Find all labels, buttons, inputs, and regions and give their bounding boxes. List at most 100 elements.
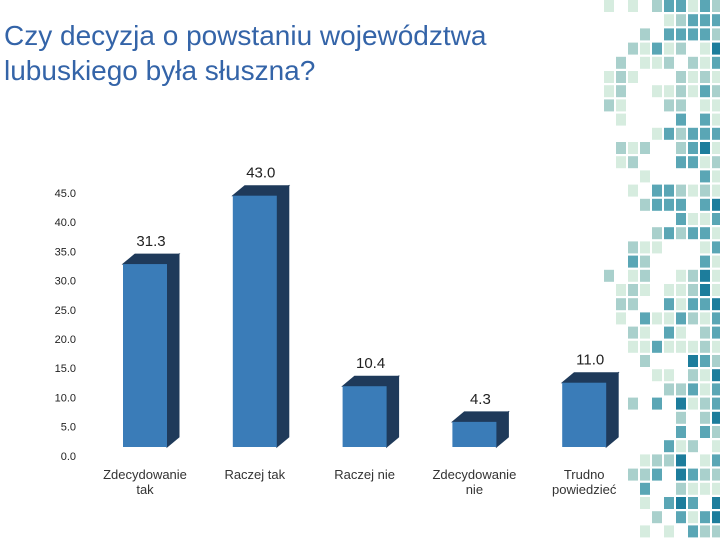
y-tick-label: 0.0 [61, 451, 76, 463]
mosaic-tile [628, 298, 638, 311]
mosaic-tile [640, 170, 650, 183]
mosaic-tile [664, 198, 674, 211]
mosaic-tile [664, 56, 674, 69]
mosaic-tile [712, 42, 720, 55]
mosaic-tile [652, 511, 662, 524]
mosaic-tile [700, 326, 710, 339]
mosaic-tile [712, 142, 720, 154]
mosaic-tile [700, 213, 710, 225]
mosaic-tile [688, 497, 698, 509]
mosaic-tile [700, 227, 710, 240]
mosaic-tile [712, 326, 720, 339]
mosaic-tile [700, 156, 710, 169]
mosaic-tile [688, 213, 698, 225]
x-tick-label: Raczej tak [224, 467, 286, 482]
y-tick-label: 30.0 [55, 276, 76, 288]
mosaic-tile [676, 340, 686, 353]
mosaic-tile [688, 142, 698, 154]
y-tick-label: 15.0 [55, 363, 76, 375]
mosaic-tile [640, 497, 650, 509]
x-label-box: Zdecydowanie tak [103, 467, 187, 497]
mosaic-tile [712, 127, 720, 140]
mosaic-tile [700, 482, 710, 495]
mosaic-tile [688, 482, 698, 495]
mosaic-tile [676, 497, 686, 509]
mosaic-tile [700, 525, 710, 538]
mosaic-tile [652, 241, 662, 254]
mosaic-tile [712, 454, 720, 467]
mosaic-tile [700, 99, 710, 112]
mosaic-tile [628, 284, 638, 296]
mosaic-tile [664, 298, 674, 311]
mosaic-tile [664, 369, 674, 382]
x-label-box: Zdecydowanie nie [432, 467, 517, 497]
mosaic-tile [712, 14, 720, 27]
mosaic-tile [628, 142, 638, 154]
mosaic-tile [688, 397, 698, 410]
mosaic-tile [712, 284, 720, 296]
mosaic-tile [712, 255, 720, 268]
mosaic-tile [700, 241, 710, 254]
bar [232, 195, 277, 447]
y-tick-label: 25.0 [55, 305, 76, 317]
mosaic-tile [640, 454, 650, 467]
mosaic-tile [712, 312, 720, 325]
mosaic-tile [652, 468, 662, 481]
mosaic-tile [640, 56, 650, 69]
mosaic-tile [664, 99, 674, 112]
x-label-box: Raczej tak [224, 467, 286, 482]
mosaic-tile [688, 269, 698, 282]
mosaic-tile [652, 42, 662, 55]
mosaic-tile [712, 227, 720, 240]
mosaic-tile [700, 269, 710, 282]
mosaic-tile [676, 184, 686, 197]
mosaic-tile [616, 312, 626, 325]
x-tick-label: Raczej nie [334, 467, 395, 482]
mosaic-tile [628, 326, 638, 339]
mosaic-tile [664, 340, 674, 353]
mosaic-tile [628, 71, 638, 83]
mosaic-tile [712, 184, 720, 197]
mosaic-tile [700, 14, 710, 27]
mosaic-tile [688, 0, 698, 12]
mosaic-tile [664, 284, 674, 296]
bar-side [605, 371, 619, 449]
mosaic-tile [676, 113, 686, 126]
bar [342, 386, 387, 447]
mosaic-tile [688, 28, 698, 41]
y-tick-label: 20.0 [55, 334, 76, 346]
mosaic-tile [664, 440, 674, 453]
mosaic-tile [712, 269, 720, 282]
mosaic-tile [700, 0, 710, 12]
mosaic-tile [676, 85, 686, 98]
mosaic-tile [628, 42, 638, 55]
mosaic-tile [640, 284, 650, 296]
mosaic-tile [628, 241, 638, 254]
mosaic-tile [640, 468, 650, 481]
mosaic-tile [712, 482, 720, 495]
mosaic-tile [640, 525, 650, 538]
value-label: 10.4 [356, 355, 385, 372]
mosaic-tile [640, 241, 650, 254]
mosaic-tile [700, 28, 710, 41]
value-label: 11.0 [576, 352, 604, 369]
mosaic-tile [700, 369, 710, 382]
mosaic-tile [604, 99, 614, 112]
mosaic-tile [688, 355, 698, 367]
mosaic-tile [664, 127, 674, 140]
mosaic-tile [712, 383, 720, 396]
bar-side [276, 184, 290, 449]
mosaic-tile [712, 0, 720, 12]
mosaic-tile [640, 28, 650, 41]
mosaic-tile [652, 56, 662, 69]
x-tick-label: Zdecydowanie nie [432, 467, 517, 497]
mosaic-tile [616, 284, 626, 296]
mosaic-tile [652, 0, 662, 12]
mosaic-tile [688, 284, 698, 296]
mosaic-tile [700, 411, 710, 424]
mosaic-tile [652, 227, 662, 240]
mosaic-tile [664, 383, 674, 396]
mosaic-tile [676, 511, 686, 524]
mosaic-tile [712, 525, 720, 538]
